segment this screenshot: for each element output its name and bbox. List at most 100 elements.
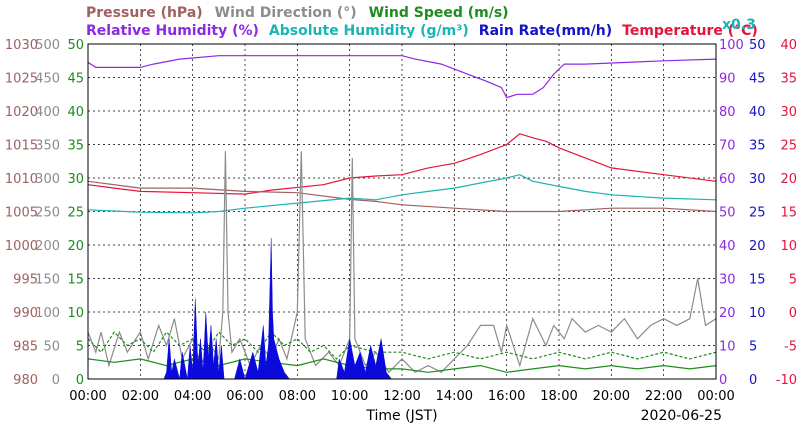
tick-label-humidity: 30 [719,273,736,288]
legend-entry: Relative Humidity (%) [86,23,259,39]
tick-label-rain_rate: 40 [749,105,766,120]
tick-label-wind_direction: 300 [35,172,60,187]
legend-entry: Absolute Humidity (g/m³) [269,23,469,39]
tick-label-rain_rate: 35 [749,139,766,154]
tick-label-pressure: 985 [13,340,38,355]
tick-label-humidity: 60 [719,172,736,187]
tick-label-temperature: 30 [780,105,797,120]
tick-label-humidity: 0 [719,373,727,388]
x-tick-label: 04:00 [174,389,211,404]
tick-label-temperature: 20 [780,172,797,187]
tick-label-wind_direction: 250 [35,206,60,221]
tick-label-wind_speed: 25 [67,206,84,221]
tick-label-wind_speed: 45 [67,72,84,87]
tick-label-wind_direction: 50 [43,340,60,355]
tick-label-pressure: 1000 [5,239,38,254]
tick-label-wind_speed: 40 [67,105,84,120]
tick-label-humidity: 50 [719,206,736,221]
x-tick-label: 18:00 [540,389,577,404]
tick-label-temperature: 40 [780,38,797,53]
tick-label-temperature: 10 [780,239,797,254]
tick-label-humidity: 70 [719,139,736,154]
tick-label-pressure: 980 [13,373,38,388]
series-line [87,358,717,373]
tick-label-wind_direction: 450 [35,72,60,87]
tick-label-wind_speed: 15 [67,273,84,288]
tick-label-wind_speed: 20 [67,239,84,254]
tick-label-humidity: 10 [719,340,736,355]
x-tick-label: 12:00 [383,389,420,404]
legend-entry: Pressure (hPa) [86,5,203,21]
tick-label-rain_rate: 10 [749,306,766,321]
tick-label-wind_direction: 500 [35,38,60,53]
tick-label-rain_rate: 25 [749,206,766,221]
series-group [87,55,717,380]
series-line [87,174,717,214]
tick-label-pressure: 990 [13,306,38,321]
x-tick-label: 14:00 [436,389,473,404]
x-tick-label: 16:00 [488,389,525,404]
tick-label-wind_direction: 0 [52,373,60,388]
tick-label-humidity: 40 [719,239,736,254]
tick-label-temperature: 5 [789,273,797,288]
tick-label-humidity: 90 [719,72,736,87]
tick-label-temperature: 25 [780,139,797,154]
tick-label-rain_rate: 20 [749,239,766,254]
x-tick-label: 02:00 [122,389,159,404]
legend-entry: Wind Speed (m/s) [369,5,509,21]
tick-label-wind_speed: 10 [67,306,84,321]
tick-label-rain_rate: 30 [749,172,766,187]
tick-label-wind_direction: 200 [35,239,60,254]
tick-label-pressure: 1010 [5,172,38,187]
legend-entry: Wind Direction (°) [215,5,357,21]
rain-scale-note: x0.3 [722,17,756,33]
series-line [87,133,717,195]
tick-label-pressure: 1025 [5,72,38,87]
x-tick-label: 10:00 [331,389,368,404]
tick-label-pressure: 995 [13,273,38,288]
tick-label-pressure: 1030 [5,38,38,53]
tick-label-wind_speed: 5 [76,340,84,355]
tick-label-pressure: 1005 [5,206,38,221]
tick-label-temperature: -5 [784,340,797,355]
tick-label-pressure: 1015 [5,139,38,154]
tick-label-humidity: 20 [719,306,736,321]
x-tick-label: 22:00 [645,389,682,404]
legend-entry: Temperature (°C) [622,23,758,39]
x-tick-label: 06:00 [226,389,263,404]
plot-frame [87,43,717,380]
tick-label-temperature: 0 [789,306,797,321]
x-axis: 00:00 02:00 04:00 06:00 08:00 10:00 12:00 14:00… [69,389,734,404]
tick-label-rain_rate: 45 [749,72,766,87]
tick-label-pressure: 1020 [5,105,38,120]
tick-label-wind_speed: 30 [67,172,84,187]
x-tick-label: 00:00 [69,389,106,404]
tick-label-wind_direction: 350 [35,139,60,154]
tick-label-wind_direction: 400 [35,105,60,120]
tick-label-wind_direction: 150 [35,273,60,288]
tick-label-humidity: 80 [719,105,736,120]
grid [88,44,716,379]
tick-label-temperature: -10 [776,373,797,388]
x-tick-label: 00:00 [697,389,734,404]
series-line [87,180,717,213]
series-line [87,331,717,360]
legend-row-2: Relative Humidity (%) Absolute Humidity (… [86,23,758,39]
right-axes: 1009080706050403020100504540353025201510… [719,38,797,388]
tick-label-wind_direction: 100 [35,306,60,321]
x-axis-label: Time (JST) [365,408,437,424]
legend-row-1: Pressure (hPa) Wind Direction (°) Wind Spe… [86,5,509,21]
tick-label-temperature: 35 [780,72,797,87]
series-line [87,55,717,99]
tick-label-rain_rate: 5 [749,340,757,355]
series-line [87,151,717,374]
left-axes: 1030102510201015101010051000995990985980… [5,38,84,388]
tick-label-wind_speed: 50 [67,38,84,53]
x-tick-label: 20:00 [593,389,630,404]
tick-label-rain_rate: 0 [749,373,757,388]
chart-date: 2020-06-25 [641,408,722,424]
tick-label-humidity: 100 [719,38,744,53]
legend-entry: Rain Rate(mm/h) [479,23,612,39]
tick-label-temperature: 15 [780,206,797,221]
